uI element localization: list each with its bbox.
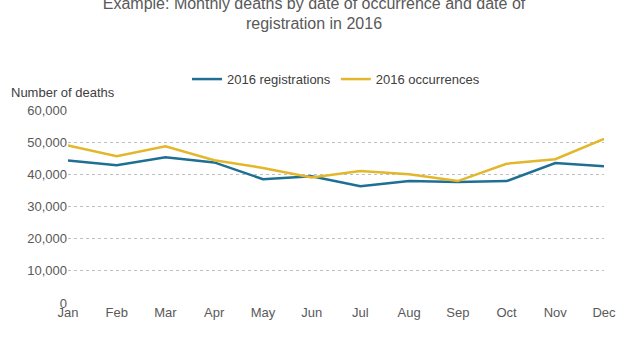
- svg-text:Nov: Nov: [544, 305, 568, 320]
- svg-text:10,000: 10,000: [27, 263, 67, 278]
- svg-text:20,000: 20,000: [27, 231, 67, 246]
- svg-text:2016 registrations: 2016 registrations: [227, 72, 331, 87]
- svg-text:0: 0: [60, 296, 67, 311]
- svg-text:Mar: Mar: [154, 305, 177, 320]
- svg-text:Example: Monthly deaths by dat: Example: Monthly deaths by date of occur…: [103, 0, 526, 32]
- svg-text:Jan: Jan: [58, 305, 79, 320]
- svg-text:2016 occurrences: 2016 occurrences: [376, 72, 480, 87]
- svg-text:50,000: 50,000: [27, 135, 67, 150]
- svg-text:Jul: Jul: [352, 305, 369, 320]
- svg-text:60,000: 60,000: [27, 103, 67, 118]
- svg-text:Aug: Aug: [398, 305, 421, 320]
- svg-text:Oct: Oct: [496, 305, 517, 320]
- svg-text:30,000: 30,000: [27, 199, 67, 214]
- svg-text:Apr: Apr: [204, 305, 225, 320]
- svg-text:Dec: Dec: [592, 305, 616, 320]
- svg-text:Number of deaths: Number of deaths: [11, 85, 115, 100]
- svg-text:Feb: Feb: [106, 305, 128, 320]
- svg-text:Sep: Sep: [446, 305, 469, 320]
- svg-text:40,000: 40,000: [27, 167, 67, 182]
- svg-text:May: May: [251, 305, 276, 320]
- svg-text:Jun: Jun: [301, 305, 322, 320]
